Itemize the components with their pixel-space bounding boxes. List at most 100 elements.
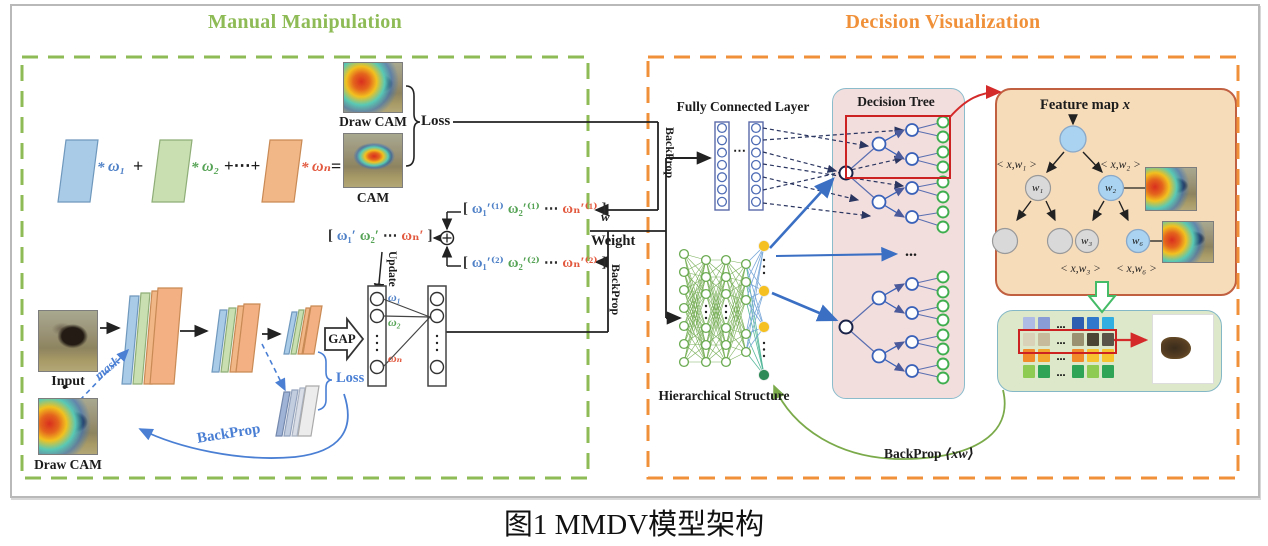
inner-product-xw6: < x,w₆ > <box>1116 263 1157 275</box>
swatch-row: ... <box>1023 333 1114 346</box>
backprop-bottom-text: BackProp <box>884 446 942 461</box>
swatch-cell <box>1072 365 1084 378</box>
backprop-bottom-label: BackProp ⟨xw⟩ <box>884 447 974 462</box>
swatch-cell <box>1023 333 1035 346</box>
fc-dots: ⋯ <box>733 143 746 158</box>
formula-plus-dots: +⋯+ <box>224 156 261 175</box>
vector-token: ωₙ′⁽²⁾ <box>562 255 598 271</box>
swatch-dots: ... <box>1056 332 1066 347</box>
cam-label: CAM <box>356 190 390 205</box>
node-w6-label: w₆ <box>1132 235 1144 247</box>
hierarchical-structure-label: Hierarchical Structure <box>658 388 790 403</box>
swatch-cell <box>1072 317 1084 330</box>
swatch-dots: ... <box>1056 364 1066 379</box>
swatch-cell <box>1038 317 1050 330</box>
update-label: Update <box>386 251 398 287</box>
swatch-cell <box>1087 333 1099 346</box>
swatch-cell <box>1102 317 1114 330</box>
vector-token: ω₂′ <box>359 228 379 244</box>
vector-token: ωₙ′⁽¹⁾ <box>562 201 598 217</box>
vector-token: ω₂′⁽¹⁾ <box>507 201 540 217</box>
vector-token: ] <box>601 201 607 217</box>
node-w3-label: w₃ <box>1081 235 1093 247</box>
gap-omega-2: ω₂ <box>388 315 401 329</box>
vector-token: ω₁′ <box>336 228 356 244</box>
cam-image <box>343 133 403 188</box>
input-dot: • <box>62 380 68 396</box>
swatch-cell <box>1072 333 1084 346</box>
vector-token: [ <box>328 228 333 244</box>
formula-star-2: * <box>191 160 199 176</box>
vector-token: ⋯ <box>543 255 559 271</box>
figure-caption: 图1 MMDV模型架构 <box>503 509 765 541</box>
input-image <box>38 310 98 372</box>
draw-cam-label-top: Draw CAM <box>339 114 407 129</box>
vector-token: ω₂′⁽²⁾ <box>507 255 540 271</box>
inner-product-xw1: < x,w₁ > <box>996 159 1037 171</box>
swatch-cell <box>1023 317 1035 330</box>
fully-connected-layer-label: Fully Connected Layer <box>676 99 810 114</box>
swatch-row: ... <box>1023 317 1114 330</box>
feature-map-var: x <box>1122 97 1130 113</box>
swatch-cell <box>1102 333 1114 346</box>
manual-manipulation-title: Manual Manipulation <box>207 11 403 33</box>
inner-product-xw3: < x,w₃ > <box>1060 263 1101 275</box>
decision-tree-dots: ... <box>905 243 917 260</box>
node-w6-cam-image <box>1162 221 1214 263</box>
backprop-label-right-top: BackProp <box>663 127 677 179</box>
vector-token: ⋯ <box>543 201 559 217</box>
vector-token: ] <box>427 228 433 244</box>
weight-vector-2: [ω₁′⁽²⁾ ω₂′⁽²⁾ ⋯ ωₙ′⁽²⁾] <box>463 255 610 271</box>
gap-omega-n: ωₙ <box>388 351 403 365</box>
draw-cam-label-bottom: Draw CAM <box>34 457 102 472</box>
decision-tree-title: Decision Tree <box>857 94 935 109</box>
draw-cam-image-top <box>343 62 403 113</box>
vector-token: ωₙ′ <box>401 228 424 244</box>
swatch-cell <box>1038 365 1050 378</box>
input-label: Input <box>51 374 85 389</box>
loss-label-top: Loss <box>421 113 451 129</box>
weight-label: Weight <box>591 233 636 249</box>
gap-omega-1: ω₁ <box>388 290 401 304</box>
swatch-cell <box>1038 333 1050 346</box>
decision-visualization-title: Decision Visualization <box>845 11 1041 33</box>
vector-token: ] <box>601 255 607 271</box>
node-w1-label: w₁ <box>1032 182 1044 194</box>
w-label: w <box>601 209 610 224</box>
feature-map-title-text: Feature map <box>1040 97 1120 113</box>
retrieved-patch-box <box>1152 314 1214 384</box>
swatch-highlight-rect <box>1018 329 1117 354</box>
formula-plus: + <box>133 156 144 176</box>
formula-omega-2: ω₂ <box>202 158 220 175</box>
node-w2-label: w₂ <box>1105 182 1117 194</box>
vector-token: ω₁′⁽¹⁾ <box>471 201 504 217</box>
formula-star-1: * <box>97 160 105 176</box>
loss-label-cnn: Loss <box>336 370 365 386</box>
weight-vector-merged: [ω₁′ ω₂′ ⋯ ωₙ′] <box>328 228 436 244</box>
backprop-bottom-symbol: ⟨xw⟩ <box>944 447 975 462</box>
swatch-cell <box>1102 365 1114 378</box>
formula-equals: = <box>331 156 342 176</box>
swatch-cell <box>1087 365 1099 378</box>
vector-token: ⋯ <box>382 228 398 244</box>
feature-map-title: Feature map x <box>1040 98 1130 113</box>
animal-patch-image <box>1161 337 1191 359</box>
swatch-cell <box>1087 317 1099 330</box>
vector-token: [ <box>463 255 468 271</box>
swatch-dots: ... <box>1056 316 1066 331</box>
backprop-label-right-bottom: BackProp <box>609 264 623 316</box>
node-w2-cam-image <box>1145 167 1197 211</box>
formula-star-3: * <box>301 160 309 176</box>
swatch-cell <box>1023 365 1035 378</box>
vector-token: ω₁′⁽²⁾ <box>471 255 504 271</box>
swatch-row: ... <box>1023 365 1114 378</box>
swatch-dots: ... <box>1056 348 1066 363</box>
formula-omega-n: ωₙ <box>312 158 331 175</box>
draw-cam-image-bottom <box>38 398 98 455</box>
vector-token: [ <box>463 201 468 217</box>
formula-omega-1: ω₁ <box>108 158 126 175</box>
gap-label: GAP <box>328 331 356 346</box>
weight-vector-1: [ω₁′⁽¹⁾ ω₂′⁽¹⁾ ⋯ ωₙ′⁽¹⁾] <box>463 201 610 217</box>
